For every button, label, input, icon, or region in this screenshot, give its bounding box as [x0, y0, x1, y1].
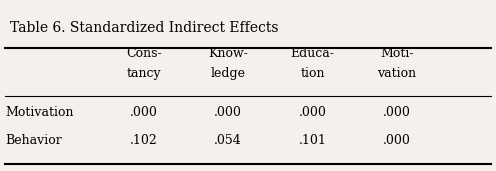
Text: .102: .102: [130, 134, 158, 147]
Text: Table 6. Standardized Indirect Effects: Table 6. Standardized Indirect Effects: [10, 21, 278, 35]
Text: .101: .101: [299, 134, 326, 147]
Text: .000: .000: [299, 106, 326, 119]
Text: vation: vation: [377, 67, 416, 80]
Text: Know-: Know-: [208, 47, 248, 60]
Text: .000: .000: [214, 106, 242, 119]
Text: Cons-: Cons-: [126, 47, 162, 60]
Text: ledge: ledge: [211, 67, 246, 80]
Text: Educa-: Educa-: [291, 47, 334, 60]
Text: Motivation: Motivation: [5, 106, 73, 119]
Text: tancy: tancy: [126, 67, 161, 80]
Text: tion: tion: [300, 67, 325, 80]
Text: .054: .054: [214, 134, 242, 147]
Text: .000: .000: [383, 134, 411, 147]
Text: Behavior: Behavior: [5, 134, 62, 147]
Text: Moti-: Moti-: [380, 47, 414, 60]
Text: .000: .000: [130, 106, 158, 119]
Text: .000: .000: [383, 106, 411, 119]
